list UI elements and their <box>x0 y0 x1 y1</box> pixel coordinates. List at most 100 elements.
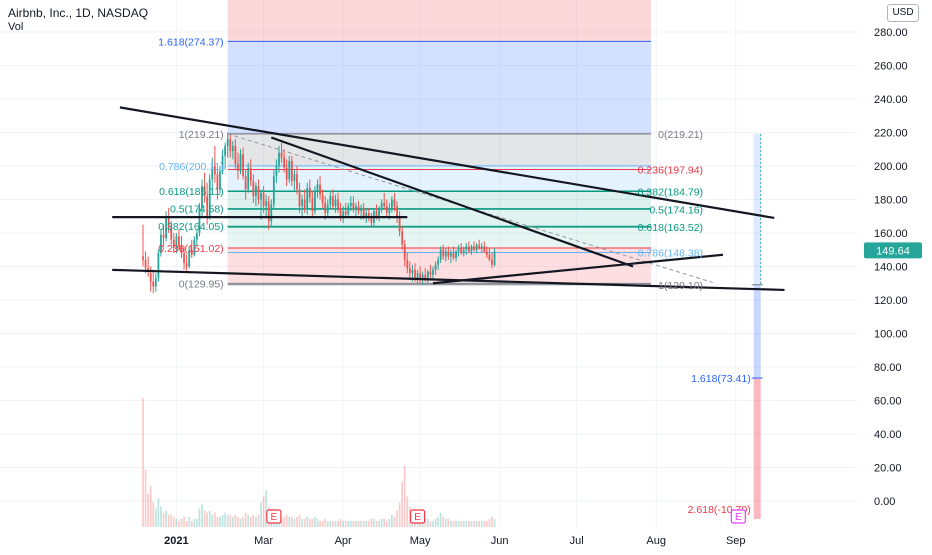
candle-body <box>470 246 473 252</box>
fib-label: 0.382(184.79) <box>638 186 703 198</box>
fib-label: 0.5(174.16) <box>649 204 703 216</box>
candle-body <box>347 206 350 215</box>
candle-body <box>493 251 496 265</box>
volume-bar <box>162 512 165 527</box>
volume-bar <box>488 518 491 527</box>
volume-bar <box>211 514 214 527</box>
candle-body <box>198 207 201 233</box>
volume-bar <box>452 520 455 527</box>
volume-bar <box>442 516 445 527</box>
candle-body <box>185 263 188 267</box>
candle-body <box>416 273 419 279</box>
volume-bar <box>475 520 478 527</box>
symbol-title[interactable]: Airbnb, Inc., 1D, NASDAQ <box>8 6 149 20</box>
earnings-marker-label: E <box>735 512 742 523</box>
time-tick: 2021 <box>164 535 188 547</box>
volume-bar <box>380 518 383 527</box>
volume-bar <box>462 520 465 527</box>
currency-button[interactable]: USD <box>887 4 919 22</box>
candle-body <box>211 166 214 180</box>
volume-bar <box>170 514 173 527</box>
candle-body <box>216 174 219 190</box>
volume-bar <box>429 520 432 527</box>
candle-body <box>414 269 416 279</box>
volume-indicator-label[interactable]: Vol <box>8 21 24 33</box>
fib-strip <box>753 378 761 519</box>
candle-body <box>419 273 422 280</box>
trendline <box>432 253 724 285</box>
volume-bar <box>172 516 175 527</box>
candles <box>142 132 496 294</box>
candle-body <box>434 264 437 270</box>
candle-body <box>421 274 424 280</box>
volume-bar <box>367 520 370 527</box>
candle-body <box>208 179 211 217</box>
price-tick: 0.00 <box>874 496 895 508</box>
volume-bar <box>406 496 409 527</box>
volume-bar <box>311 518 314 527</box>
candle-body <box>290 160 293 182</box>
candle-body <box>193 239 196 255</box>
volume-bar <box>183 516 185 527</box>
candle-body <box>234 145 237 165</box>
candle-body <box>288 160 291 180</box>
candle-body <box>426 271 429 279</box>
volume-bar <box>319 520 321 527</box>
candle-body <box>429 271 432 275</box>
candle-body <box>275 166 278 177</box>
candle-body <box>226 139 229 146</box>
volume-bar <box>339 518 342 527</box>
fib-label: 0.236(197.94) <box>638 164 703 176</box>
candle-body <box>432 269 434 275</box>
time-tick: Apr <box>335 535 352 547</box>
volume-bar <box>262 496 265 527</box>
volume-bar <box>439 512 442 527</box>
candle-body <box>357 206 360 212</box>
volume-bar <box>403 465 406 527</box>
candle-body <box>329 196 332 205</box>
volume-bar <box>178 520 180 527</box>
candle-body <box>195 233 198 240</box>
volume-bar <box>165 510 167 527</box>
candle-body <box>370 217 373 223</box>
fib-label: 0.786(200.11) <box>159 161 224 173</box>
candle-body <box>296 174 298 190</box>
volume-bar <box>198 508 201 527</box>
volume-bar <box>255 516 257 527</box>
volume-bar <box>332 520 334 527</box>
volume-bar <box>229 514 232 527</box>
candle-body <box>265 201 268 207</box>
grid-lines <box>0 0 858 530</box>
candle-body <box>319 184 321 195</box>
candle-body <box>355 206 357 210</box>
candle-body <box>349 202 352 207</box>
volume-bar <box>213 512 216 527</box>
volume-bar <box>247 514 250 527</box>
candle-body <box>167 216 170 228</box>
candle-body <box>473 246 475 250</box>
fib-zones <box>227 0 763 519</box>
volume-bar <box>396 510 398 527</box>
candle-body <box>331 196 334 207</box>
volume-bar <box>306 516 309 527</box>
volume-bar <box>324 518 327 527</box>
fib-label: 1.618(73.41) <box>691 373 751 385</box>
volume-bar <box>480 520 483 527</box>
price-tick: 240.00 <box>874 94 908 106</box>
candle-body <box>437 259 439 265</box>
candle-body <box>183 253 185 264</box>
candle-body <box>444 251 447 257</box>
volume-bar <box>383 518 386 527</box>
last-price-tag <box>864 242 922 259</box>
candle-body <box>380 202 383 210</box>
candle-body <box>280 152 283 158</box>
candle-body <box>362 207 365 217</box>
price-tick: 100.00 <box>874 329 908 341</box>
volume-bar <box>388 518 391 527</box>
candle-body <box>365 212 368 217</box>
volume-bar <box>237 516 239 527</box>
volume-bar <box>447 518 450 527</box>
candle-body <box>244 176 247 190</box>
